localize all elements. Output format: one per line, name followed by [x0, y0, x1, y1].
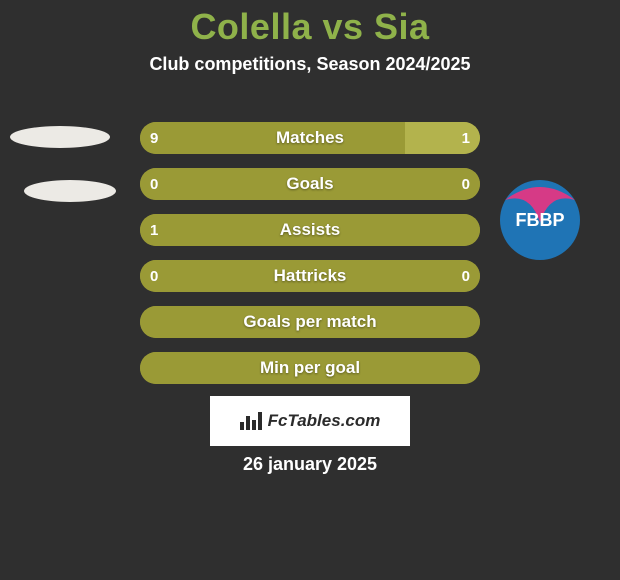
bar-chart-icon-bar: [240, 422, 244, 430]
subtitle: Club competitions, Season 2024/2025: [0, 54, 620, 75]
date-label: 26 january 2025: [0, 454, 620, 475]
stat-bar: 1Assists: [140, 214, 480, 246]
page-title: Colella vs Sia: [0, 0, 620, 48]
club-badge-text: FBBP: [516, 211, 565, 229]
watermark-text: FcTables.com: [268, 411, 381, 431]
stat-bar-label: Goals: [140, 168, 480, 200]
watermark: FcTables.com: [210, 396, 410, 446]
stat-bar-label: Goals per match: [140, 306, 480, 338]
stat-bar: Min per goal: [140, 352, 480, 384]
bar-chart-icon: [240, 412, 262, 430]
player-left-avatar-shape-1: [10, 126, 110, 148]
club-badge-right: FBBP: [500, 180, 580, 260]
stat-bar-label: Assists: [140, 214, 480, 246]
infographic-canvas: Colella vs Sia Club competitions, Season…: [0, 0, 620, 580]
comparison-bars: 91Matches 00Goals 1Assists 00Hattricks Goals…: [140, 122, 480, 398]
stat-bar: 00Goals: [140, 168, 480, 200]
stat-bar-label: Hattricks: [140, 260, 480, 292]
player-left-avatar-shape-2: [24, 180, 116, 202]
stat-bar: Goals per match: [140, 306, 480, 338]
stat-bar-label: Matches: [140, 122, 480, 154]
bar-chart-icon-bar: [252, 420, 256, 430]
bar-chart-icon-bar: [246, 416, 250, 430]
stat-bar: 00Hattricks: [140, 260, 480, 292]
bar-chart-icon-bar: [258, 412, 262, 430]
stat-bar: 91Matches: [140, 122, 480, 154]
stat-bar-label: Min per goal: [140, 352, 480, 384]
